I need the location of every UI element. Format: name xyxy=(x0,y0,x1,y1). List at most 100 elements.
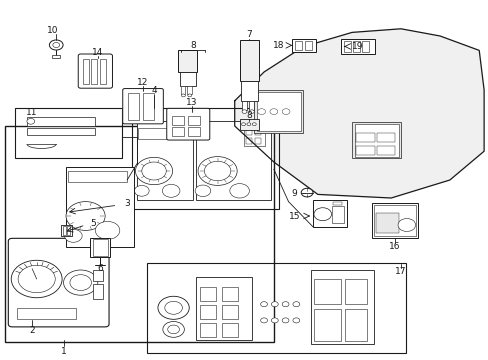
Text: 8: 8 xyxy=(246,111,252,120)
Circle shape xyxy=(246,123,250,126)
Bar xyxy=(354,124,398,157)
Bar xyxy=(195,277,251,340)
Bar xyxy=(304,41,311,50)
Circle shape xyxy=(269,109,277,114)
Bar xyxy=(27,117,95,126)
Circle shape xyxy=(229,184,249,198)
Bar xyxy=(332,202,342,205)
Bar xyxy=(244,124,264,146)
Text: 18: 18 xyxy=(272,41,284,50)
Circle shape xyxy=(49,40,63,50)
FancyBboxPatch shape xyxy=(122,89,163,124)
Circle shape xyxy=(195,185,210,197)
Text: 15: 15 xyxy=(288,212,300,220)
Text: 17: 17 xyxy=(394,267,406,276)
Circle shape xyxy=(249,110,254,113)
Circle shape xyxy=(64,229,82,242)
Circle shape xyxy=(142,162,166,180)
Text: 11: 11 xyxy=(26,108,38,117)
Bar xyxy=(137,121,193,200)
Bar xyxy=(90,238,110,257)
Bar xyxy=(172,127,184,136)
Bar xyxy=(199,323,215,337)
Circle shape xyxy=(11,260,62,298)
Bar xyxy=(254,138,261,144)
Circle shape xyxy=(181,94,185,97)
Bar xyxy=(375,213,398,233)
Circle shape xyxy=(53,42,60,48)
Bar xyxy=(178,50,197,72)
Text: 6: 6 xyxy=(97,264,103,273)
Polygon shape xyxy=(234,29,483,198)
Bar xyxy=(61,225,72,236)
Text: 16: 16 xyxy=(388,242,400,251)
Circle shape xyxy=(158,296,189,319)
Bar xyxy=(138,128,187,139)
Bar xyxy=(187,127,200,136)
Bar xyxy=(221,323,237,337)
Bar xyxy=(294,41,302,50)
Text: 7: 7 xyxy=(246,31,252,40)
Bar xyxy=(351,122,400,158)
Bar xyxy=(249,101,254,110)
Bar xyxy=(362,41,368,52)
Text: 1: 1 xyxy=(61,346,66,356)
Bar xyxy=(195,121,271,200)
Circle shape xyxy=(301,188,312,197)
Bar xyxy=(66,167,134,247)
Circle shape xyxy=(257,109,265,114)
Circle shape xyxy=(282,318,288,323)
Text: 10: 10 xyxy=(46,26,58,35)
Bar xyxy=(343,41,350,52)
Bar xyxy=(376,133,394,142)
Bar xyxy=(352,41,359,52)
Bar xyxy=(331,206,343,223)
Circle shape xyxy=(282,109,289,114)
Bar xyxy=(62,226,66,235)
FancyBboxPatch shape xyxy=(78,54,112,88)
Bar xyxy=(254,90,303,133)
Bar xyxy=(142,93,153,120)
Bar xyxy=(341,39,374,54)
Bar xyxy=(241,81,257,101)
Bar xyxy=(5,126,273,342)
Circle shape xyxy=(241,123,245,126)
Circle shape xyxy=(162,184,180,197)
Bar xyxy=(146,263,405,353)
Bar xyxy=(242,101,246,110)
Text: 19: 19 xyxy=(351,42,363,51)
Circle shape xyxy=(292,302,299,307)
Circle shape xyxy=(204,161,230,181)
Bar xyxy=(181,86,185,94)
Circle shape xyxy=(70,275,91,291)
Text: 9: 9 xyxy=(291,189,297,198)
Circle shape xyxy=(63,270,98,295)
Bar xyxy=(221,305,237,319)
Bar xyxy=(199,287,215,301)
Circle shape xyxy=(18,265,55,293)
Bar xyxy=(355,133,374,142)
Bar xyxy=(17,308,76,319)
Text: 4: 4 xyxy=(151,86,157,95)
Text: 3: 3 xyxy=(124,199,130,208)
Bar xyxy=(376,146,394,155)
Circle shape xyxy=(167,325,179,334)
Circle shape xyxy=(260,318,267,323)
Bar xyxy=(373,205,415,236)
Circle shape xyxy=(292,318,299,323)
Text: 8: 8 xyxy=(190,41,196,50)
Circle shape xyxy=(242,110,246,113)
Text: 2: 2 xyxy=(29,326,35,335)
Bar xyxy=(312,200,346,227)
Text: 5: 5 xyxy=(90,219,96,228)
Circle shape xyxy=(187,94,191,97)
Bar xyxy=(93,239,107,256)
Circle shape xyxy=(163,321,184,337)
Bar xyxy=(128,93,139,120)
Bar xyxy=(27,128,95,135)
Bar xyxy=(93,270,102,281)
Bar xyxy=(239,119,259,130)
Bar xyxy=(221,287,237,301)
Bar xyxy=(313,279,340,304)
Bar xyxy=(83,59,89,84)
